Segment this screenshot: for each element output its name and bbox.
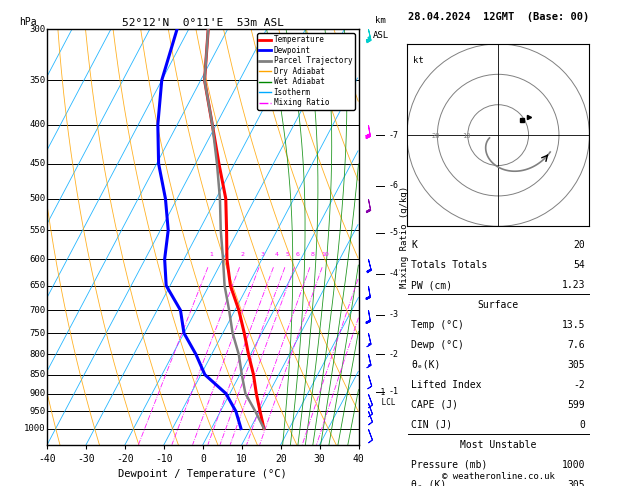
Text: 800: 800 bbox=[30, 350, 46, 359]
Text: 305: 305 bbox=[567, 480, 585, 486]
Text: 700: 700 bbox=[30, 306, 46, 315]
Text: PW (cm): PW (cm) bbox=[411, 280, 452, 290]
Text: 20: 20 bbox=[573, 240, 585, 250]
Text: 500: 500 bbox=[30, 194, 46, 203]
Text: 10: 10 bbox=[462, 133, 470, 139]
Text: 350: 350 bbox=[30, 76, 46, 85]
Text: CIN (J): CIN (J) bbox=[411, 420, 452, 430]
Text: 7.6: 7.6 bbox=[567, 340, 585, 350]
Text: 54: 54 bbox=[573, 260, 585, 270]
Text: 300: 300 bbox=[30, 25, 46, 34]
X-axis label: Dewpoint / Temperature (°C): Dewpoint / Temperature (°C) bbox=[118, 469, 287, 479]
Text: hPa: hPa bbox=[19, 17, 36, 27]
Text: 850: 850 bbox=[30, 370, 46, 379]
Text: 13.5: 13.5 bbox=[562, 320, 585, 330]
Text: 450: 450 bbox=[30, 159, 46, 168]
Text: Totals Totals: Totals Totals bbox=[411, 260, 487, 270]
Text: Dewp (°C): Dewp (°C) bbox=[411, 340, 464, 350]
Text: ASL: ASL bbox=[372, 31, 389, 40]
Legend: Temperature, Dewpoint, Parcel Trajectory, Dry Adiabat, Wet Adiabat, Isotherm, Mi: Temperature, Dewpoint, Parcel Trajectory… bbox=[257, 33, 355, 110]
Text: -6: -6 bbox=[388, 181, 398, 190]
Text: 8: 8 bbox=[311, 252, 314, 257]
Text: -2: -2 bbox=[388, 350, 398, 359]
Text: 900: 900 bbox=[30, 389, 46, 398]
Text: km: km bbox=[375, 16, 386, 25]
Text: 599: 599 bbox=[567, 400, 585, 410]
Text: Mixing Ratio (g/kg): Mixing Ratio (g/kg) bbox=[400, 186, 409, 288]
Text: 2: 2 bbox=[241, 252, 245, 257]
Text: Lifted Index: Lifted Index bbox=[411, 380, 482, 390]
Text: kt: kt bbox=[413, 56, 424, 65]
Text: θₑ(K): θₑ(K) bbox=[411, 360, 441, 370]
Text: 10: 10 bbox=[321, 252, 329, 257]
Text: Pressure (mb): Pressure (mb) bbox=[411, 460, 487, 469]
Text: -2: -2 bbox=[573, 380, 585, 390]
Text: 1: 1 bbox=[209, 252, 213, 257]
Text: 5: 5 bbox=[286, 252, 290, 257]
Text: 4: 4 bbox=[274, 252, 279, 257]
Text: -5: -5 bbox=[388, 228, 398, 237]
Text: 400: 400 bbox=[30, 120, 46, 129]
Text: 650: 650 bbox=[30, 281, 46, 290]
Text: 28.04.2024  12GMT  (Base: 00): 28.04.2024 12GMT (Base: 00) bbox=[408, 12, 589, 22]
Text: Surface: Surface bbox=[477, 300, 519, 310]
Text: -4: -4 bbox=[388, 269, 398, 278]
Text: © weatheronline.co.uk: © weatheronline.co.uk bbox=[442, 472, 555, 481]
Text: 3: 3 bbox=[260, 252, 264, 257]
Text: 600: 600 bbox=[30, 255, 46, 263]
Text: Most Unstable: Most Unstable bbox=[460, 440, 537, 450]
Text: K: K bbox=[411, 240, 417, 250]
Text: 0: 0 bbox=[579, 420, 585, 430]
Text: 305: 305 bbox=[567, 360, 585, 370]
Text: 550: 550 bbox=[30, 226, 46, 235]
Text: -7: -7 bbox=[388, 131, 398, 139]
Text: 1000: 1000 bbox=[562, 460, 585, 469]
Text: 6: 6 bbox=[296, 252, 299, 257]
Text: CAPE (J): CAPE (J) bbox=[411, 400, 459, 410]
Text: -1: -1 bbox=[388, 387, 398, 396]
Text: 1.23: 1.23 bbox=[562, 280, 585, 290]
Text: θₑ (K): θₑ (K) bbox=[411, 480, 447, 486]
Text: 1000: 1000 bbox=[24, 424, 46, 433]
Text: 950: 950 bbox=[30, 407, 46, 416]
Title: 52°12'N  0°11'E  53m ASL: 52°12'N 0°11'E 53m ASL bbox=[122, 18, 284, 28]
Text: -3: -3 bbox=[388, 311, 398, 319]
Text: 20: 20 bbox=[431, 133, 440, 139]
Text: -1
 LCL: -1 LCL bbox=[377, 387, 395, 407]
Text: Temp (°C): Temp (°C) bbox=[411, 320, 464, 330]
Text: 750: 750 bbox=[30, 329, 46, 338]
